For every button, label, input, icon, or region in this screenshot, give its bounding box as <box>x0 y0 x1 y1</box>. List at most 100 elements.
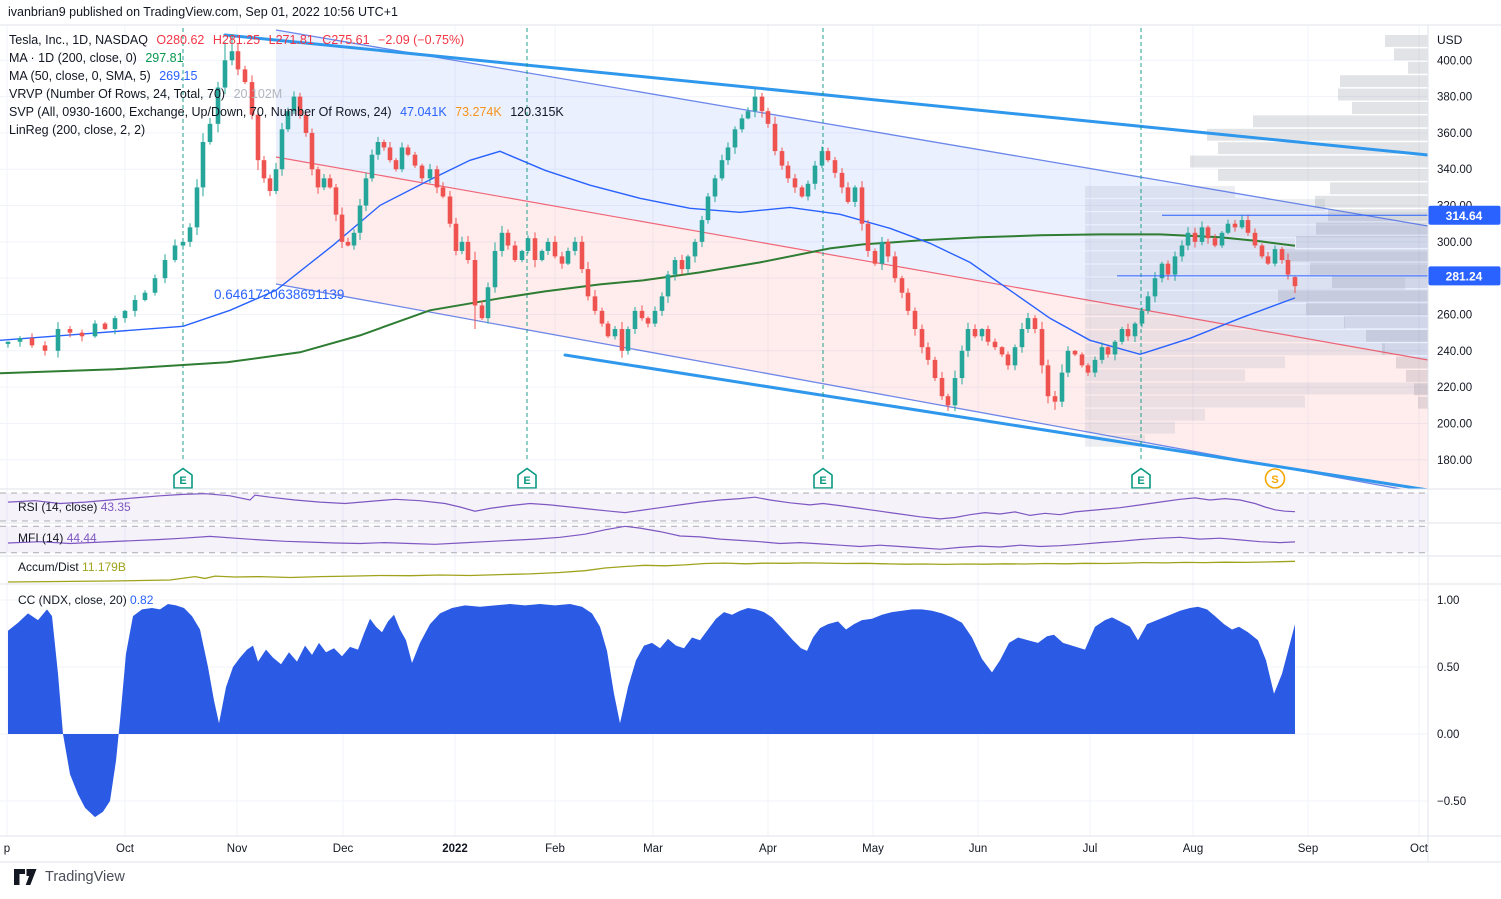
main-price-pane[interactable] <box>0 28 1428 494</box>
price-axis[interactable]: USD400.00380.00360.00340.00320.00300.002… <box>1437 33 1472 808</box>
svg-text:220.00: 220.00 <box>1437 382 1472 394</box>
svp-up-volume: 47.041K <box>400 105 447 119</box>
svg-text:Aug: Aug <box>1183 843 1203 855</box>
ohlc-close: C275.61 <box>322 33 370 47</box>
channel-upper-fill <box>276 30 1428 360</box>
publish-watermark: ivanbrian9 published on TradingView.com,… <box>8 5 398 19</box>
accdist-pane-legend[interactable]: Accum/Dist 11.179B <box>18 560 126 574</box>
legend-linreg-row[interactable]: LinReg (200, close, 2, 2) <box>9 121 569 139</box>
svg-text:2022: 2022 <box>442 843 468 855</box>
svp-down-volume: 73.274K <box>455 105 502 119</box>
price-level-badge[interactable]: 281.24 <box>1428 266 1501 286</box>
ohlc-change: −2.09 (−0.75%) <box>378 33 465 47</box>
symbol-title: Tesla, Inc., 1D, NASDAQ <box>9 33 148 47</box>
rsi-value: 43.35 <box>100 500 131 514</box>
legend-ma200-row[interactable]: MA · 1D (200, close, 0) 297.81 <box>9 49 569 67</box>
accdist-value: 11.179B <box>82 560 126 574</box>
legend-vrvp-row[interactable]: VRVP (Number Of Rows, 24, Total, 70) 20.… <box>9 85 569 103</box>
svg-text:314.64: 314.64 <box>1446 209 1483 223</box>
accdist-line <box>7 560 1296 583</box>
svg-text:E: E <box>179 475 186 487</box>
svg-text:Jul: Jul <box>1083 843 1098 855</box>
earnings-badge[interactable]: E <box>517 467 537 489</box>
earnings-badge[interactable]: E <box>1131 467 1151 489</box>
trendline-1[interactable] <box>223 33 1428 157</box>
cc-value: 0.82 <box>130 593 154 607</box>
tradingview-mark-icon <box>14 869 37 885</box>
channel-upper-line[interactable] <box>275 29 1428 227</box>
linreg-label: LinReg (200, close, 2, 2) <box>9 123 146 137</box>
time-axis[interactable]: p Oct Nov Dec 2022 Feb Mar Apr May Jun Jul Aug Sep Oc… <box>4 843 1429 855</box>
vrvp-volume-profile <box>1190 35 1428 409</box>
mfi-line <box>7 525 1296 550</box>
ma50-value: 269.15 <box>159 69 198 83</box>
fib-level-label[interactable]: 0.6461720638691139 <box>214 287 345 302</box>
svg-text:Sep: Sep <box>1298 843 1318 855</box>
svg-text:340.00: 340.00 <box>1437 164 1472 176</box>
svg-text:240.00: 240.00 <box>1437 346 1472 358</box>
rsi-band <box>0 493 1428 521</box>
svp-label: SVP (All, 0930-1600, Exchange, Up/Down, … <box>9 105 392 119</box>
legend-ma50-row[interactable]: MA (50, close, 0, SMA, 5) 269.15 <box>9 67 569 85</box>
channel-lower-fill <box>276 157 1428 489</box>
svg-text:Mar: Mar <box>643 843 663 855</box>
svg-text:E: E <box>1137 475 1144 487</box>
svg-text:E: E <box>819 475 826 487</box>
rsi-pane-legend[interactable]: RSI (14, close) 43.35 <box>18 500 131 514</box>
ohlc-low: L271.81 <box>268 33 314 47</box>
legend-symbol-row[interactable]: Tesla, Inc., 1D, NASDAQ O280.62 H281.25 … <box>9 31 569 49</box>
ma200-line[interactable] <box>0 233 1296 375</box>
svg-text:Oct: Oct <box>1410 843 1429 855</box>
svg-text:180.00: 180.00 <box>1437 455 1472 467</box>
cc-pane[interactable] <box>8 604 1295 818</box>
ohlc-open: O280.62 <box>156 33 205 47</box>
svg-text:200.00: 200.00 <box>1437 418 1472 430</box>
earnings-badge[interactable]: E <box>813 467 833 489</box>
svg-text:260.00: 260.00 <box>1437 309 1472 321</box>
cc-pane-legend[interactable]: CC (NDX, close, 20) 0.82 <box>18 593 153 607</box>
vrvp-value: 20.102M <box>233 87 283 101</box>
svg-text:300.00: 300.00 <box>1437 237 1472 249</box>
svg-text:0.00: 0.00 <box>1437 729 1459 741</box>
rsi-label: RSI (14, close) <box>18 500 98 514</box>
cc-label: CC (NDX, close, 20) <box>18 593 127 607</box>
svg-text:Nov: Nov <box>227 843 248 855</box>
ma50-line[interactable] <box>0 150 1296 356</box>
mfi-pane-legend[interactable]: MFI (14) 44.44 <box>18 531 97 545</box>
svg-text:S: S <box>1271 474 1278 486</box>
brand-name: TradingView <box>45 869 125 885</box>
ma50-label: MA (50, close, 0, SMA, 5) <box>9 69 151 83</box>
price-level-badge[interactable]: 314.64 <box>1428 205 1501 225</box>
svg-text:400.00: 400.00 <box>1437 55 1472 67</box>
svg-text:380.00: 380.00 <box>1437 92 1472 104</box>
earnings-badge[interactable]: E <box>173 467 193 489</box>
split-badge[interactable]: S <box>1264 468 1286 489</box>
svg-text:Oct: Oct <box>116 843 135 855</box>
svg-text:0.50: 0.50 <box>1437 662 1459 674</box>
legend-svp-row[interactable]: SVP (All, 0930-1600, Exchange, Up/Down, … <box>9 103 569 121</box>
rsi-line <box>7 493 1296 520</box>
svg-text:Apr: Apr <box>759 843 777 855</box>
svg-text:Dec: Dec <box>333 843 354 855</box>
mfi-label: MFI (14) <box>18 531 64 545</box>
svg-text:1.00: 1.00 <box>1437 595 1459 607</box>
tradingview-logo[interactable]: TradingView <box>14 869 125 885</box>
svg-text:E: E <box>523 475 530 487</box>
vrvp-label: VRVP (Number Of Rows, 24, Total, 70) <box>9 87 226 101</box>
trendline-2[interactable] <box>563 353 1428 490</box>
accdist-label: Accum/Dist <box>18 560 79 574</box>
cc-area <box>8 604 1295 818</box>
legend: Tesla, Inc., 1D, NASDAQ O280.62 H281.25 … <box>9 31 569 139</box>
svg-text:281.24: 281.24 <box>1446 269 1483 283</box>
svg-text:360.00: 360.00 <box>1437 128 1472 140</box>
ohlc-high: H281.25 <box>212 33 261 47</box>
mfi-value: 44.44 <box>66 531 97 545</box>
svg-text:USD: USD <box>1437 33 1463 47</box>
svg-text:Feb: Feb <box>545 843 565 855</box>
svg-text:Jun: Jun <box>969 843 988 855</box>
channel-median-line[interactable] <box>275 156 1428 361</box>
candlesticks <box>5 33 1298 412</box>
ma200-label: MA · 1D (200, close, 0) <box>9 51 137 65</box>
svg-text:−0.50: −0.50 <box>1437 796 1466 808</box>
